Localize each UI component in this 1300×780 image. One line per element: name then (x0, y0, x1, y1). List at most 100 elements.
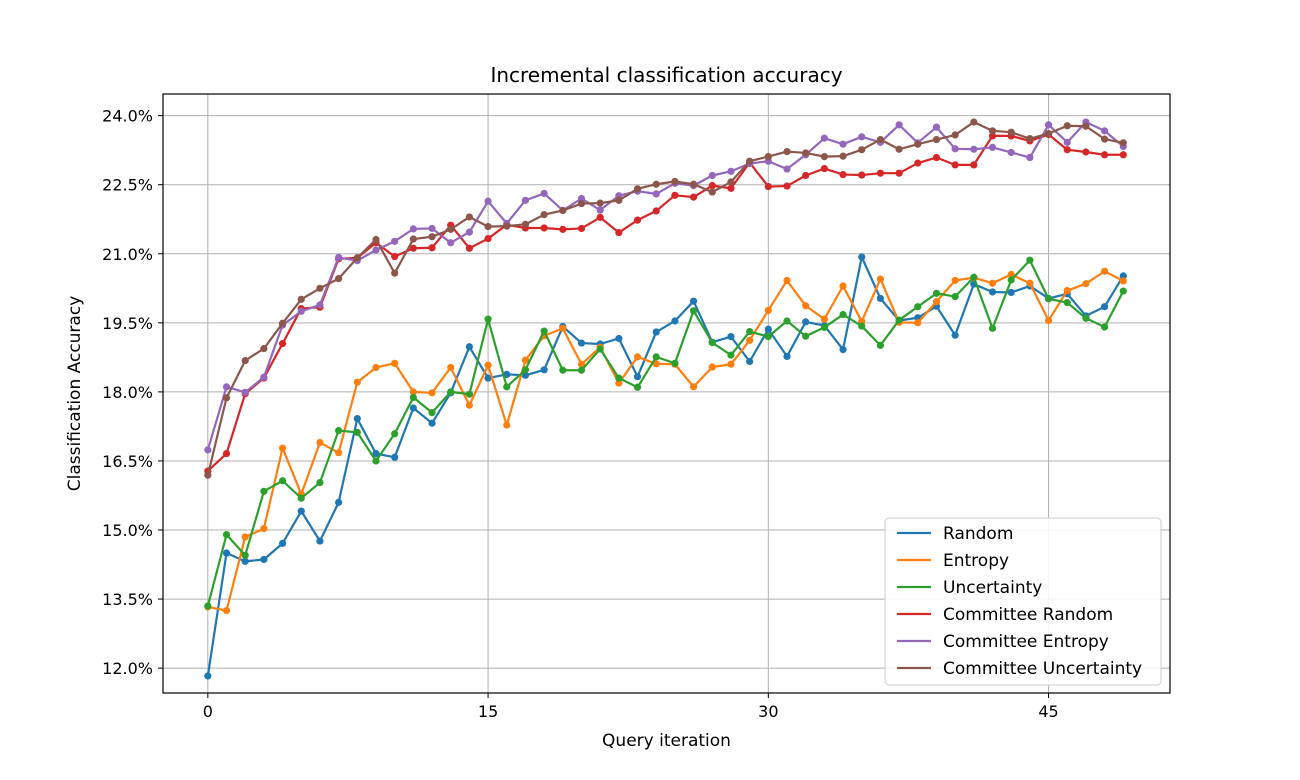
legend-label: Entropy (943, 551, 1009, 571)
y-tick-label: 24.0% (102, 107, 153, 126)
data-point (839, 140, 847, 148)
data-point (783, 276, 791, 285)
data-point (1044, 295, 1053, 303)
data-point (204, 446, 212, 454)
data-point (783, 165, 791, 173)
data-point (783, 182, 791, 190)
legend-label: Committee Entropy (943, 632, 1109, 652)
data-point (951, 161, 959, 169)
data-point (241, 533, 249, 541)
data-point (465, 401, 473, 409)
data-point (727, 184, 735, 192)
data-point (1063, 298, 1071, 307)
data-point (783, 147, 791, 156)
data-point (353, 378, 361, 386)
data-point (839, 152, 847, 160)
data-point (596, 206, 604, 214)
x-tick-label: 45 (1038, 702, 1058, 721)
data-point (372, 457, 380, 465)
y-tick-label: 15.0% (102, 521, 153, 540)
data-point (764, 325, 772, 333)
data-point (260, 345, 268, 353)
data-point (316, 478, 324, 487)
data-point (316, 537, 324, 545)
data-point (727, 178, 735, 186)
data-point (1101, 135, 1109, 143)
data-point (820, 315, 828, 323)
data-point (278, 444, 287, 452)
data-point (297, 507, 305, 515)
data-point (278, 539, 287, 547)
data-point (577, 360, 586, 368)
data-point (409, 244, 417, 252)
data-point (241, 388, 249, 396)
data-point (932, 135, 941, 144)
data-point (727, 360, 735, 368)
legend-label: Uncertainty (943, 578, 1042, 598)
data-point (577, 199, 586, 208)
data-point (932, 123, 941, 131)
data-point (1044, 316, 1053, 325)
y-tick-label: 22.5% (102, 176, 153, 195)
data-point (316, 438, 324, 447)
data-point (465, 228, 473, 236)
data-point (746, 327, 754, 336)
data-point (1082, 314, 1090, 322)
data-point (951, 292, 959, 301)
data-point (708, 363, 716, 371)
data-point (764, 333, 772, 341)
data-point (1082, 280, 1090, 288)
data-point (820, 323, 828, 332)
data-point (428, 233, 436, 241)
legend: Random Entropy Uncertainty Committee Random… (884, 517, 1162, 686)
data-point (222, 531, 231, 539)
data-point (297, 494, 305, 502)
data-point (1063, 122, 1071, 130)
data-point (615, 379, 623, 387)
data-point (222, 549, 231, 557)
data-point (1007, 128, 1015, 136)
data-point (447, 363, 455, 372)
legend-label: Committee Uncertainty (943, 659, 1142, 679)
data-point (335, 253, 343, 262)
data-point (895, 145, 903, 153)
data-point (876, 341, 885, 349)
data-point (876, 294, 885, 303)
data-point (409, 393, 417, 402)
data-point (484, 197, 492, 205)
data-point (689, 297, 698, 305)
data-point (764, 306, 772, 314)
y-tick-label: 18.0% (102, 383, 153, 402)
data-point (671, 191, 679, 199)
y-tick-label: 12.0% (102, 659, 153, 678)
data-point (241, 356, 249, 365)
data-point (447, 225, 455, 233)
data-point (802, 149, 810, 157)
data-point (465, 244, 473, 252)
data-point (671, 317, 679, 325)
data-point (260, 487, 268, 495)
data-point (858, 322, 866, 330)
data-point (391, 453, 399, 461)
data-point (764, 153, 772, 161)
data-point (241, 551, 249, 559)
data-point (914, 319, 922, 327)
data-point (988, 288, 997, 296)
data-point (839, 345, 847, 354)
data-point (727, 167, 735, 175)
data-point (820, 164, 828, 173)
data-point (372, 449, 380, 458)
data-point (689, 180, 698, 188)
data-point (914, 159, 922, 167)
data-point (391, 269, 399, 277)
data-point (278, 319, 287, 327)
data-point (428, 224, 436, 233)
data-point (596, 199, 604, 207)
data-point (241, 557, 249, 565)
series-4 (204, 118, 1127, 454)
data-point (335, 426, 343, 435)
data-point (521, 196, 530, 204)
data-point (858, 146, 866, 154)
data-point (260, 555, 268, 564)
